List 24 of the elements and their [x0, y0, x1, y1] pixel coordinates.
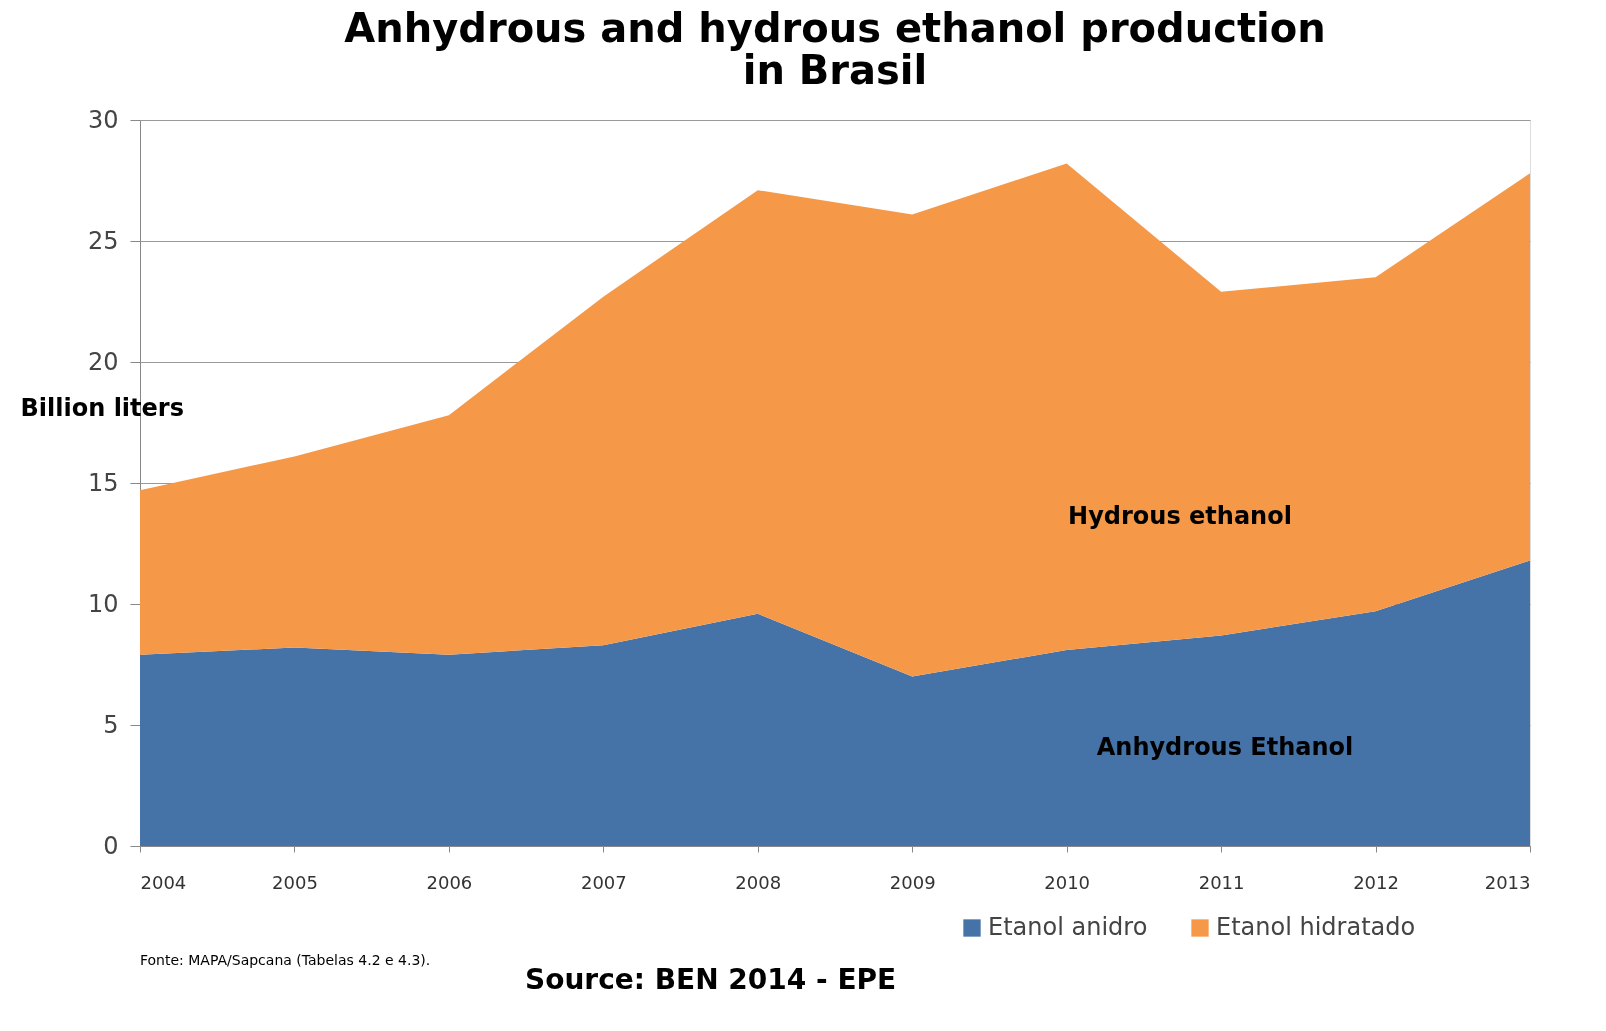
y-tick-label: 15 — [87, 468, 119, 497]
legend-label: Etanol anidro — [988, 913, 1148, 941]
x-tick-label: 2013 — [1484, 871, 1531, 893]
y-tick-label: 5 — [103, 710, 119, 739]
legend-label: Etanol hidratado — [1216, 913, 1416, 941]
y-tick-label: 30 — [87, 105, 119, 134]
y-axis-title: Billion liters — [20, 393, 184, 422]
x-tick-label: 2004 — [140, 871, 187, 893]
y-tick-label: 10 — [87, 589, 119, 618]
annotation: Hydrous ethanol — [1068, 502, 1292, 530]
x-tick-label: 2005 — [272, 871, 318, 893]
x-tick-label: 2007 — [580, 871, 627, 893]
x-tick-label: 2010 — [1044, 871, 1091, 893]
x-tick-label: 2012 — [1353, 871, 1399, 893]
x-tick-label: 2011 — [1198, 871, 1245, 893]
x-tick-label: 2009 — [889, 871, 936, 893]
y-tick-label: 0 — [103, 831, 119, 860]
source-note: Source: BEN 2014 - EPE — [525, 963, 897, 996]
x-tick-label: 2008 — [735, 871, 782, 893]
y-tick-label: 25 — [87, 226, 119, 255]
source-note: Fonte: MAPA/Sapcana (Tabelas 4.2 e 4.3). — [140, 952, 431, 968]
y-tick-label: 20 — [87, 347, 119, 376]
x-tick-label: 2006 — [426, 871, 473, 893]
annotation: Anhydrous Ethanol — [1096, 733, 1354, 761]
